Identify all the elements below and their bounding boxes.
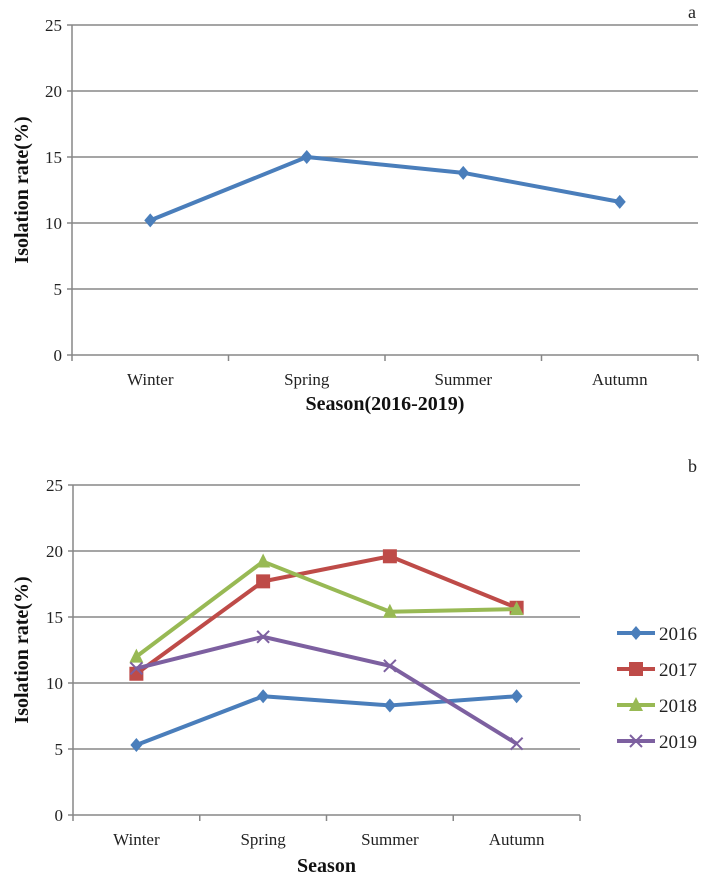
data-point — [510, 689, 523, 704]
y-tick-label: 0 — [55, 806, 64, 825]
y-tick-label: 5 — [54, 280, 63, 299]
data-point — [300, 150, 313, 164]
x-axis-title: Season(2016-2019) — [306, 393, 465, 415]
y-tick-label: 10 — [46, 674, 63, 693]
data-point — [457, 165, 470, 180]
x-axis-title: Season — [297, 855, 356, 877]
data-point — [256, 553, 271, 568]
panel-label: a — [688, 2, 696, 22]
legend-label: 2018 — [659, 696, 697, 717]
legend-item-2018: 2018 — [617, 696, 697, 717]
series-2019 — [129, 630, 524, 751]
y-tick-label: 20 — [45, 82, 62, 101]
data-point — [256, 574, 271, 589]
series-line — [135, 559, 517, 659]
data-point — [257, 689, 270, 704]
data-point — [129, 666, 144, 681]
y-tick-label: 10 — [45, 214, 62, 233]
data-point — [509, 737, 524, 751]
x-tick-label: Winter — [113, 830, 160, 849]
x-tick-label: Autumn — [592, 370, 648, 389]
legend-item-2016: 2016 — [617, 624, 697, 645]
data-point — [383, 698, 396, 713]
chart-b: 0 5 10 15 20 25 Winter Spring Summer Autumn Season… — [11, 456, 697, 877]
x-tick-label: Spring — [240, 830, 286, 849]
y-axis-title: Isolation rate(%) — [11, 576, 33, 723]
legend-label: 2016 — [659, 624, 697, 645]
panel-label: b — [688, 456, 697, 476]
series-2016-2019 — [144, 150, 626, 228]
y-tick-label: 15 — [46, 608, 63, 627]
data-point — [509, 601, 524, 616]
x-tick-label: Summer — [434, 370, 492, 389]
chart-a: 0 5 10 15 20 25 Winter Spring Summer Autumn Season… — [11, 2, 699, 415]
legend-marker — [629, 697, 643, 711]
series-line — [135, 694, 517, 747]
legend-item-2019: 2019 — [617, 732, 697, 753]
y-axis-title: Isolation rate(%) — [11, 116, 33, 263]
x-tick-label: Summer — [361, 830, 419, 849]
y-tick-label: 5 — [55, 740, 64, 759]
data-point — [383, 659, 397, 673]
series-line — [149, 155, 621, 223]
legend-marker — [630, 626, 642, 640]
data-point — [129, 661, 144, 676]
series-2018 — [129, 553, 524, 663]
data-point — [256, 630, 270, 644]
data-point — [382, 549, 397, 564]
series-2016 — [130, 689, 523, 753]
y-tick-label: 25 — [45, 16, 62, 35]
data-point — [613, 194, 626, 209]
legend-item-2017: 2017 — [617, 660, 697, 681]
series-line — [135, 554, 518, 676]
y-tick-label: 0 — [54, 346, 63, 365]
y-tick-label: 25 — [46, 476, 63, 495]
y-tick-label: 15 — [45, 148, 62, 167]
data-point — [382, 603, 397, 618]
series-line — [135, 634, 518, 746]
data-point — [129, 648, 144, 663]
x-tick-label: Autumn — [489, 830, 545, 849]
data-point — [130, 738, 143, 753]
y-tick-label: 20 — [46, 542, 63, 561]
legend-label: 2017 — [659, 660, 697, 681]
x-tick-label: Spring — [284, 370, 330, 389]
legend-marker — [629, 734, 643, 748]
legend-label: 2019 — [659, 732, 697, 753]
legend-marker — [629, 662, 643, 676]
x-tick-label: Winter — [127, 370, 174, 389]
data-point — [144, 213, 157, 228]
